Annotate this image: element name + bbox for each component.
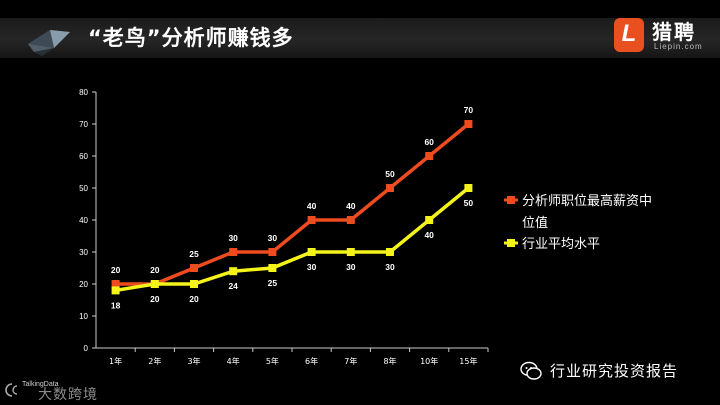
wechat-icon — [520, 361, 542, 380]
series-2-data-label: 40 — [424, 230, 434, 240]
liepin-mark-icon: L — [614, 18, 644, 52]
series-2-marker — [111, 286, 120, 295]
y-tick-label: 0 — [84, 344, 89, 353]
series-2-data-label: 20 — [150, 294, 160, 304]
legend-label: 分析师职位最高薪资中 — [522, 193, 652, 209]
y-tick-label: 30 — [79, 248, 88, 257]
x-tick-label: 10年 — [420, 356, 438, 366]
series-2-data-label: 50 — [464, 198, 474, 208]
x-tick-label: 5年 — [266, 356, 279, 366]
series-2-data-label: 30 — [346, 262, 356, 272]
liepin-brand-logo: L 猎聘 Liepin.com — [602, 14, 712, 58]
x-tick-label: 1年 — [109, 356, 122, 366]
series-1-data-label: 30 — [268, 233, 278, 243]
crystal-logo-icon — [28, 30, 70, 56]
series-2-marker — [386, 248, 394, 256]
x-tick-label: 15年 — [459, 356, 477, 366]
legend-label: 位值 — [522, 215, 548, 231]
series-1-marker — [229, 248, 238, 256]
wechat-watermark: 行业研究投资报告 — [520, 358, 720, 386]
series-1-marker — [346, 216, 355, 224]
series-1-data-label: 60 — [424, 137, 434, 147]
slide-title: “老鸟”分析师赚钱多 — [88, 26, 294, 50]
talkingdata-logo-icon — [5, 383, 18, 397]
series-2-marker — [425, 216, 434, 224]
series-2-marker — [229, 267, 238, 276]
series-2-marker — [150, 280, 159, 288]
wechat-watermark-text: 行业研究投资报告 — [550, 362, 679, 380]
brand-name: 猎聘 — [652, 20, 696, 44]
y-tick-label: 40 — [79, 216, 88, 225]
series-2-data-label: 18 — [111, 300, 121, 310]
series-1-data-label: 50 — [385, 169, 395, 179]
series-1-marker — [386, 184, 394, 192]
series-1-marker — [464, 120, 473, 128]
series-2-data-label: 30 — [385, 262, 395, 272]
y-tick-label: 60 — [79, 152, 88, 161]
y-tick-label: 10 — [79, 312, 88, 321]
series-2-marker — [346, 248, 355, 256]
series-line-2 — [115, 186, 470, 293]
liepin-mark-letter: L — [621, 20, 637, 47]
legend-swatch-marker — [507, 196, 515, 204]
series-2-data-label: 20 — [189, 294, 199, 304]
x-tick-label: 4年 — [227, 356, 240, 366]
series-2-data-label: 25 — [268, 278, 278, 288]
series-1-data-label: 30 — [228, 233, 238, 243]
series-1-marker — [268, 248, 277, 256]
x-tick-label: 8年 — [383, 356, 396, 366]
legend-label: 行业平均水平 — [522, 237, 600, 252]
series-2-data-label: 30 — [307, 262, 317, 272]
series-2-marker — [464, 184, 473, 192]
y-tick-label: 50 — [79, 184, 88, 193]
talkingdata-text: TalkingData — [22, 381, 59, 388]
brand-domain: Liepin.com — [654, 42, 703, 51]
series-1-marker — [425, 152, 434, 160]
y-tick-label: 80 — [79, 88, 88, 97]
series-1-marker — [111, 280, 120, 288]
series-2-marker — [307, 248, 316, 256]
series-1-data-label: 20 — [111, 265, 121, 275]
x-tick-label: 7年 — [344, 356, 357, 366]
source-watermark-text: 大数跨境 — [38, 387, 98, 403]
y-tick-label: 20 — [79, 280, 88, 289]
series-2-marker — [190, 280, 198, 288]
series-1-data-label: 20 — [150, 265, 160, 275]
source-watermark: TalkingData 大数跨境 — [4, 378, 124, 403]
x-tick-label: 3年 — [187, 356, 200, 366]
series-1-data-label: 70 — [464, 105, 474, 115]
series-line-1 — [115, 122, 470, 286]
x-tick-label: 6年 — [305, 356, 318, 366]
y-tick-label: 70 — [79, 120, 88, 129]
series-2-data-label: 24 — [228, 281, 238, 291]
series-1-marker — [307, 216, 316, 224]
title-bar — [0, 18, 720, 58]
x-tick-label: 2年 — [148, 356, 161, 366]
series-1-data-label: 40 — [307, 201, 317, 211]
series-1-data-label: 40 — [346, 201, 356, 211]
series-2-marker — [268, 264, 277, 272]
series-1-marker — [190, 264, 198, 272]
legend-swatch-marker — [507, 239, 515, 247]
series-1-data-label: 25 — [189, 249, 199, 259]
